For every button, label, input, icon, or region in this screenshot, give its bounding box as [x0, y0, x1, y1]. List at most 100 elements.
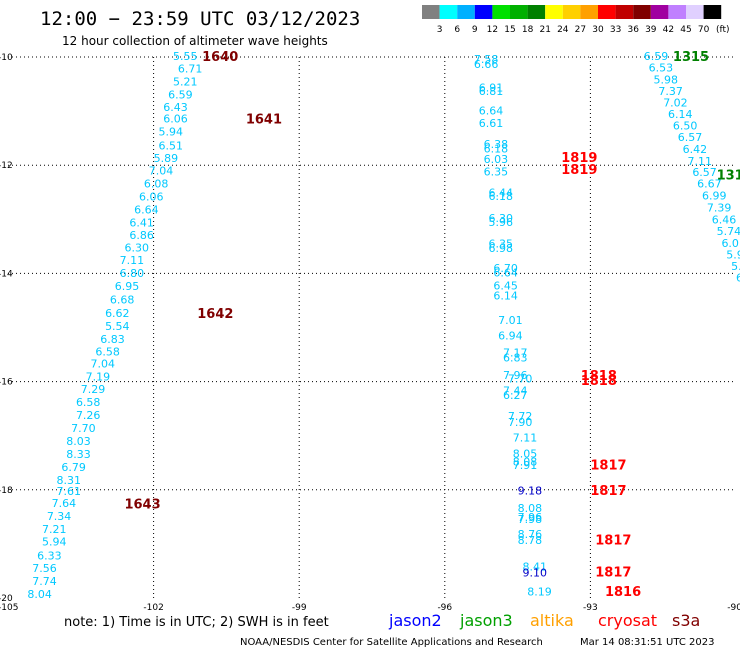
legend-swatch [562, 5, 581, 19]
satellite-legend-item: jason3 [459, 611, 513, 630]
swh-value: 5.21 [173, 75, 198, 88]
x-tick-label: -90 [727, 603, 740, 613]
swh-value: 5.96 [488, 216, 512, 229]
swh-value: 6.46 [712, 213, 737, 226]
swh-value: 6.06 [139, 191, 164, 204]
swh-value: 7.19 [86, 371, 111, 384]
legend-swatch [527, 5, 546, 19]
swh-value: 8.08 [518, 502, 543, 515]
swh-value: 6.70 [493, 262, 518, 275]
swh-value: 9.18 [518, 484, 543, 497]
swh-value: 6.83 [100, 333, 125, 346]
swh-value: 8.78 [518, 534, 543, 547]
pass-time-label: 1819 [561, 163, 597, 178]
swh-value: 7.58 [474, 53, 499, 66]
swh-value: 7.39 [707, 201, 732, 214]
legend-label: 9 [472, 25, 478, 35]
legend-swatch [545, 5, 563, 19]
swh-value: 8.76 [518, 528, 543, 541]
swh-value: 7.29 [81, 383, 106, 396]
swh-value: 7.04 [149, 165, 174, 178]
swh-value: 5.94 [42, 536, 66, 549]
swh-value: 6.53 [649, 61, 674, 74]
swh-value: 7.56 [32, 562, 57, 575]
swh-value: 6.64 [134, 204, 159, 217]
satellite-legend: jason2 jason3 altika cryosat s3a [388, 611, 700, 630]
swh-value: 7.21 [42, 523, 66, 536]
legend-label: 30 [592, 25, 604, 35]
swh-value: 7.96 [518, 511, 543, 524]
swh-value: 6.30 [488, 212, 512, 225]
swh-value: 6.67 [697, 178, 722, 191]
swh-value: 6.95 [115, 280, 140, 293]
pass-time-label: 1818 [581, 369, 617, 384]
legend-unit: (ft) [716, 25, 730, 35]
swh-observations: 5.556.715.216.596.436.065.946.515.897.04… [27, 50, 740, 601]
swh-value: 7.74 [32, 575, 57, 588]
swh-value: 7.11 [687, 155, 712, 168]
pass-time-label: 1817 [595, 534, 631, 549]
swh-value: 7.61 [57, 485, 82, 498]
swh-value: 7.34 [47, 510, 72, 523]
y-tick-label: -10 [0, 53, 13, 63]
legend-swatch [492, 5, 510, 19]
swh-value: 6.18 [484, 142, 509, 155]
legend-swatch [686, 5, 704, 19]
swh-value: 8.04 [27, 588, 52, 601]
swh-value: 5.74 [717, 225, 740, 238]
x-tick-label: -99 [292, 603, 307, 613]
swh-value: 6.66 [474, 58, 499, 71]
satellite-legend-item: s3a [672, 611, 700, 630]
swh-value: 5.54 [105, 320, 130, 333]
swh-value: 6.35 [488, 238, 512, 251]
swh-value: 6.71 [178, 62, 203, 75]
swh-value: 6.86 [129, 229, 154, 242]
swh-value: 7.11 [513, 431, 538, 444]
legend-swatch [668, 5, 686, 19]
legend-swatch [580, 5, 598, 19]
swh-value: 7.90 [508, 416, 532, 429]
chart-subtitle: 12 hour collection of altimeter wave hei… [62, 34, 328, 48]
map-grid [8, 56, 736, 598]
swh-value: 6.94 [498, 330, 522, 343]
swh-value: 6.50 [673, 120, 698, 133]
x-tick-label: -102 [143, 603, 163, 613]
y-tick-label: -16 [0, 378, 13, 388]
swh-value: 6.80 [120, 267, 145, 280]
legend-swatch [615, 5, 634, 19]
legend-label: 15 [504, 25, 515, 35]
swh-value: 6.35 [484, 166, 509, 179]
swh-value: 6.59 [168, 88, 193, 101]
swh-value: 6.61 [479, 117, 504, 130]
y-tick-label: -12 [0, 161, 13, 171]
swh-value: 7.98 [518, 513, 543, 526]
swh-value: 6.99 [702, 189, 727, 202]
pass-time-label: 1817 [590, 484, 626, 499]
chart-title: 12:00 − 23:59 UTC 03/12/2023 [40, 8, 360, 30]
swh-value: 7.01 [498, 314, 522, 327]
legend-label: 70 [698, 25, 710, 35]
legend-label: 24 [557, 25, 569, 35]
y-tick-label: -20 [0, 594, 13, 604]
legend-label: 18 [522, 25, 534, 35]
legend-label: 39 [645, 25, 657, 35]
pass-time-label: 1641 [246, 113, 282, 128]
footer-credit: NOAA/NESDIS Center for Satellite Applica… [240, 637, 543, 648]
satellite-legend-item: altika [530, 611, 574, 630]
pass-time-label: 1315 [673, 50, 709, 65]
swh-value: 7.91 [513, 459, 538, 472]
swh-value: 8.03 [66, 435, 91, 448]
satellite-legend-item: cryosat [598, 611, 657, 630]
pass-time-label: 1817 [595, 565, 631, 580]
axis-tick-labels: -10 -12 -14 -16 -18 -20-105 -102 -99 -96 -93 -90 [0, 53, 740, 613]
legend-swatch [650, 5, 669, 19]
swh-value: 9.10 [522, 567, 547, 580]
pass-time-label: 1816 [605, 585, 641, 600]
swh-value: 6.91 [479, 81, 504, 94]
swh-value: 6.03 [484, 153, 509, 166]
pass-time-label: 1642 [197, 307, 233, 322]
y-tick-label: -14 [0, 269, 13, 279]
legend-swatch [510, 5, 528, 19]
